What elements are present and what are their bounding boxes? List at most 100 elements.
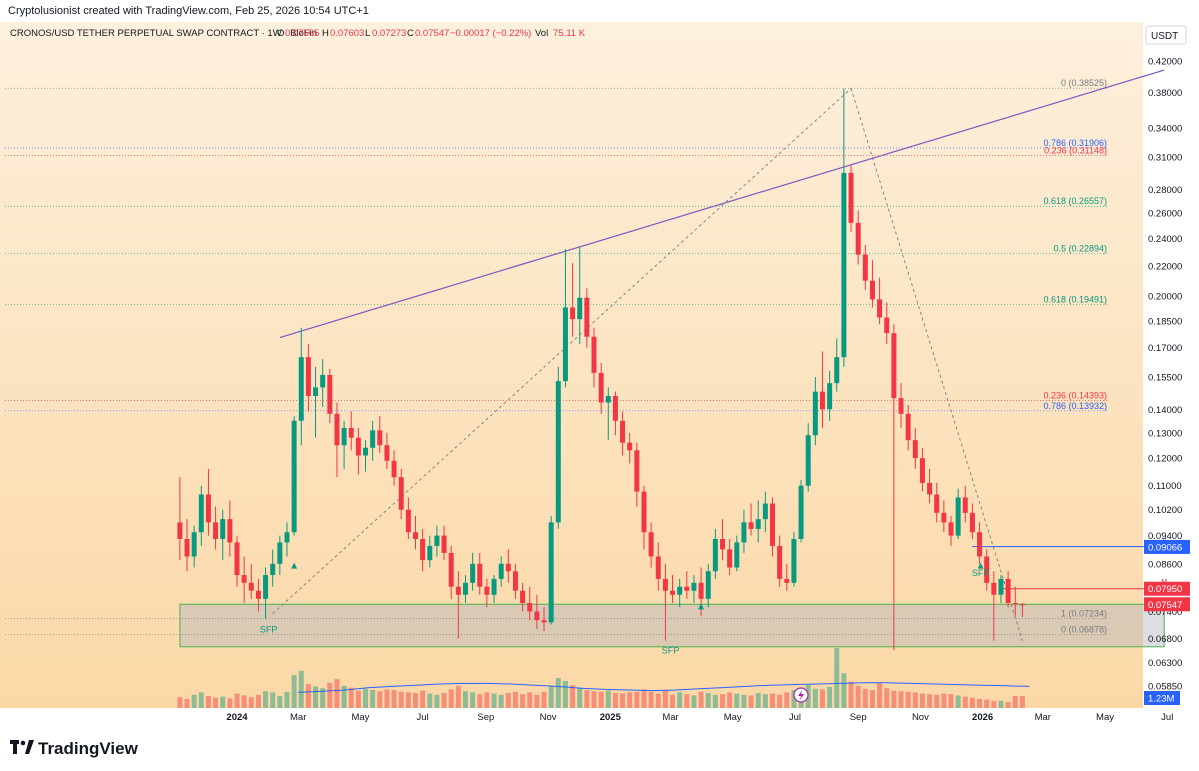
candle-body (912, 440, 918, 459)
price-label-box (1144, 581, 1190, 596)
volume-bar (984, 699, 990, 708)
candle-body (348, 427, 354, 438)
x-tick-label: Mar (1035, 712, 1051, 723)
volume-bar (520, 694, 526, 708)
plot-background (0, 22, 1143, 708)
volume-bar (834, 648, 840, 708)
sfp-marker-icon (977, 562, 984, 569)
volume-bar (205, 696, 211, 708)
candle-body (627, 442, 633, 451)
volume-bar (277, 696, 283, 708)
volume-bar (298, 670, 304, 708)
candle-body (748, 522, 754, 529)
candle-body (634, 450, 640, 492)
symbol-name: CRONOS/USD TETHER PERPETUAL SWAP CONTRAC… (10, 28, 317, 39)
volume-bar (1019, 696, 1025, 708)
volume-bar (213, 697, 219, 708)
price-label: 0.07950 (1148, 584, 1182, 595)
volume-bar (405, 692, 411, 708)
candle-body (598, 372, 604, 403)
candle-body (177, 522, 183, 539)
volume-bar (348, 687, 354, 708)
price-chart[interactable]: 0 (0.38525) 0.786 (0.31906)0.236 (0.31148… (0, 22, 1199, 730)
x-tick-label: Nov (540, 712, 557, 723)
fib-level-label: 0 (0.38525) (1061, 78, 1107, 88)
candle-body (213, 522, 219, 539)
volume-bar (420, 690, 426, 708)
volume-bar (363, 688, 369, 708)
candle-body (291, 420, 297, 533)
volume-bar (912, 692, 918, 708)
candle-body (884, 317, 890, 334)
candle-body (705, 571, 711, 599)
candle-body (862, 254, 868, 281)
brand-name: TradingView (38, 739, 138, 758)
candle-body (991, 582, 997, 595)
volume-bar (884, 688, 890, 708)
candle-body (248, 582, 254, 591)
volume-bar (198, 692, 204, 708)
y-tick-label: 0.34000 (1148, 123, 1182, 134)
candle-body (798, 485, 804, 539)
candle-body (341, 427, 347, 446)
fib-level-label: 0.786 (0.13932) (1043, 401, 1107, 411)
candle-body (934, 494, 940, 513)
candle-body (977, 532, 983, 557)
y-tick-label: 0.18500 (1148, 316, 1182, 327)
volume-bar (263, 691, 269, 708)
candle-body (355, 437, 361, 456)
chart-annotation: SFP (662, 646, 680, 656)
candle-body (834, 357, 840, 384)
x-tick-label: Jul (789, 712, 801, 723)
candle-body (413, 532, 418, 539)
volume-bar (941, 693, 947, 708)
candle-body (477, 563, 483, 587)
volume-bar (441, 693, 447, 708)
volume-bar (948, 694, 954, 708)
volume-bar (770, 693, 775, 708)
volume-bar (720, 694, 726, 708)
candle-body (948, 522, 954, 536)
volume-bar (727, 692, 733, 708)
volume-bar (270, 692, 276, 708)
candle-body (562, 307, 568, 382)
y-tick-label: 0.10200 (1148, 505, 1182, 516)
volume-bar (612, 693, 618, 708)
ohlc-o-value: 0.07565 (285, 28, 319, 39)
volume-bar (498, 694, 504, 708)
x-tick-label: May (351, 712, 369, 723)
ohlc-c-label: C (407, 28, 414, 39)
fib-level-label: 0.236 (0.14393) (1043, 390, 1107, 400)
candle-body (191, 532, 197, 557)
volume-bar (355, 690, 361, 708)
volume-bar (991, 700, 997, 708)
candle-body (869, 280, 875, 300)
currency-box[interactable] (1145, 25, 1187, 45)
candle-body (670, 590, 676, 595)
price-label-box (1144, 597, 1190, 612)
volume-bar (791, 690, 797, 708)
candle-body (620, 420, 626, 443)
candle-body (313, 387, 319, 396)
volume-bar (241, 695, 247, 708)
volume-bar (227, 698, 233, 708)
volume-bar (927, 694, 933, 708)
x-tick-label: May (724, 712, 742, 723)
support-zone (179, 603, 1165, 648)
candle-body (398, 477, 404, 510)
candle-body (720, 538, 726, 550)
candle-body (455, 586, 461, 595)
candle-body (427, 545, 433, 561)
y-tick-label: 0.09400 (1148, 531, 1182, 542)
volume-bar (848, 681, 854, 708)
candle-body (848, 172, 854, 223)
candle-body (905, 413, 911, 441)
x-tick-label: Sep (477, 712, 494, 723)
volume-bar (577, 687, 583, 708)
candle-body (391, 460, 397, 478)
resistance-trendline[interactable] (279, 69, 1165, 339)
candle-body (784, 578, 790, 583)
candle-body (655, 556, 661, 579)
volume-bar (684, 694, 690, 708)
candle-body (605, 395, 611, 403)
